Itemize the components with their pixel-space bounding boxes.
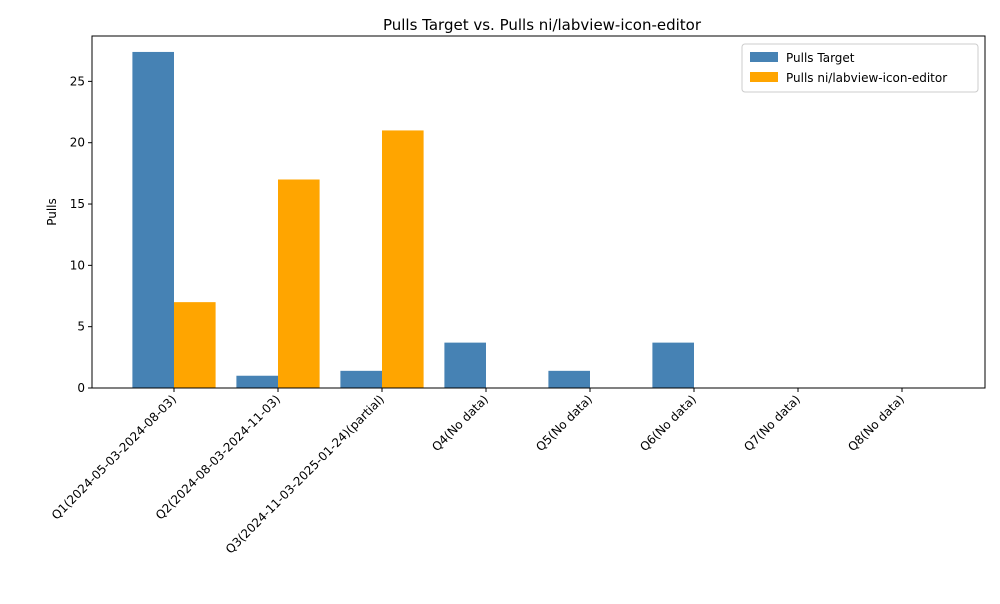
legend-swatch-repo: [750, 72, 778, 82]
legend-label-repo: Pulls ni/labview-icon-editor: [786, 71, 947, 85]
bar-target-1: [132, 51, 174, 389]
bar-target-3: [340, 370, 382, 388]
bar-target-6: [652, 342, 694, 388]
x-tick-label: Q5(No data): [533, 392, 595, 454]
y-tick-label: 10: [70, 258, 85, 272]
x-tick-label: Q8(No data): [845, 392, 907, 454]
bar-repo-3: [382, 130, 424, 388]
legend-label-target: Pulls Target: [786, 51, 855, 65]
bar-target-4: [444, 342, 486, 388]
legend: Pulls Target Pulls ni/labview-icon-editor: [741, 43, 979, 93]
axes-layer: 0 5 10 15 20 25 Q1(2024-05-03-2024-08-03)Q2(20…: [49, 35, 986, 556]
legend-box: [741, 43, 979, 93]
chart-title: Pulls Target vs. Pulls ni/labview-icon-e…: [383, 16, 702, 34]
bar-target-2: [236, 375, 278, 388]
y-tick-label: 0: [77, 381, 85, 395]
y-tick-label: 15: [70, 197, 85, 211]
y-tick-label: 5: [77, 320, 85, 334]
bar-target-5: [548, 370, 590, 388]
y-tick-label: 25: [70, 74, 85, 88]
x-tick-label: Q6(No data): [637, 392, 699, 454]
y-tick-label: 20: [70, 136, 85, 150]
bar-repo-1: [174, 302, 216, 388]
plot-frame: [91, 35, 986, 389]
bar-repo-2: [278, 179, 320, 388]
x-tick-label: Q4(No data): [429, 392, 491, 454]
x-tick-label: Q1(2024-05-03-2024-08-03): [49, 392, 179, 522]
bars-layer: [132, 51, 694, 389]
legend-swatch-target: [750, 52, 778, 62]
x-tick-label: Q2(2024-08-03-2024-11-03): [153, 392, 283, 522]
x-tick-label: Q7(No data): [741, 392, 803, 454]
y-axis-label: Pulls: [45, 198, 59, 226]
